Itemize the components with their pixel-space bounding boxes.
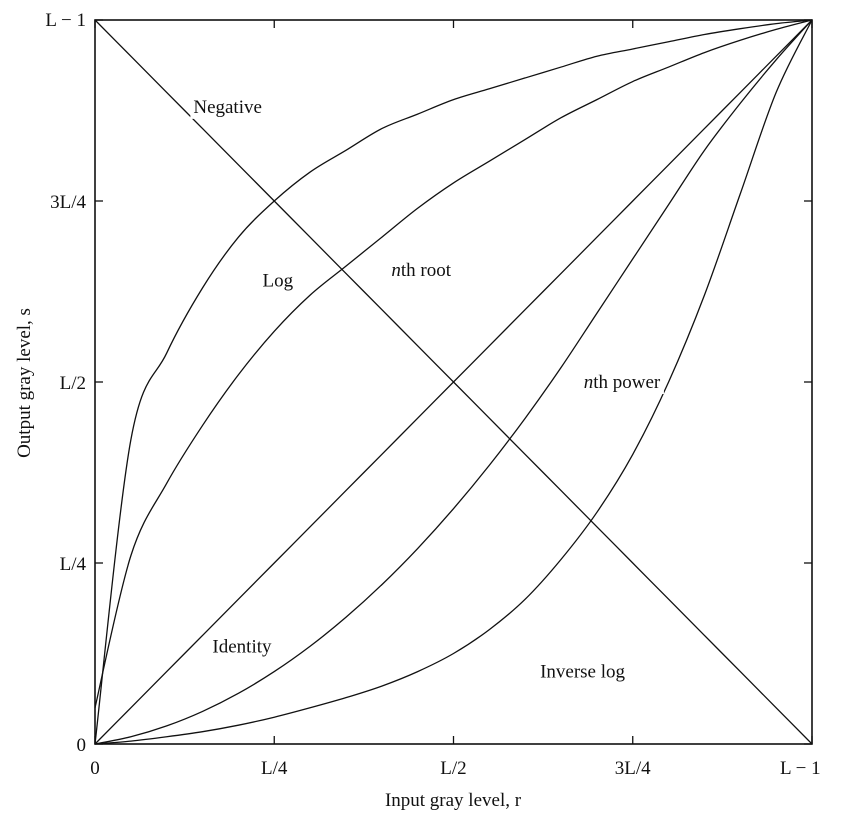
y-tick-label: 0: [77, 735, 87, 756]
x-tick-label: L/2: [440, 758, 466, 779]
curve-inverse-log: [94, 19, 813, 745]
label-background: [190, 95, 265, 119]
curve-label-inverse-log: Inverse log: [540, 662, 625, 683]
y-tick-label: L/4: [60, 554, 87, 575]
y-tick-label: L − 1: [45, 10, 86, 31]
curve-label-nth-root: nth root: [391, 260, 451, 281]
y-axis-title: Output gray level, s: [14, 308, 35, 458]
x-axis-title: Input gray level, r: [385, 790, 522, 811]
label-background: [388, 258, 455, 282]
curve-label-nth-power: nth power: [584, 372, 661, 393]
y-axis: 0 L/4 L/2 3L/4 L − 1: [45, 10, 812, 756]
x-tick-label: 0: [90, 758, 100, 779]
x-axis: 0 L/4 L/2 3L/4 L − 1: [90, 20, 821, 779]
x-tick-label: L − 1: [780, 758, 821, 779]
curve-labels: Negative Log nth root Identity nth power Inve…: [190, 95, 664, 684]
x-tick-label: L/4: [261, 758, 288, 779]
curve-label-identity: Identity: [212, 636, 272, 657]
curves: [94, 19, 813, 745]
y-tick-label: 3L/4: [50, 192, 86, 213]
label-background: [259, 269, 297, 293]
x-tick-label: 3L/4: [615, 758, 651, 779]
curve-identity: [94, 19, 813, 745]
label-background: [580, 371, 664, 394]
label-background: [209, 635, 276, 659]
curve-label-log: Log: [263, 271, 294, 292]
y-tick-label: L/2: [60, 373, 86, 394]
curve-label-negative: Negative: [193, 97, 262, 118]
curve-nth-power: [94, 19, 813, 745]
curve-log: [94, 19, 813, 745]
label-background: [537, 660, 629, 684]
curve-nth-root: [94, 19, 813, 708]
